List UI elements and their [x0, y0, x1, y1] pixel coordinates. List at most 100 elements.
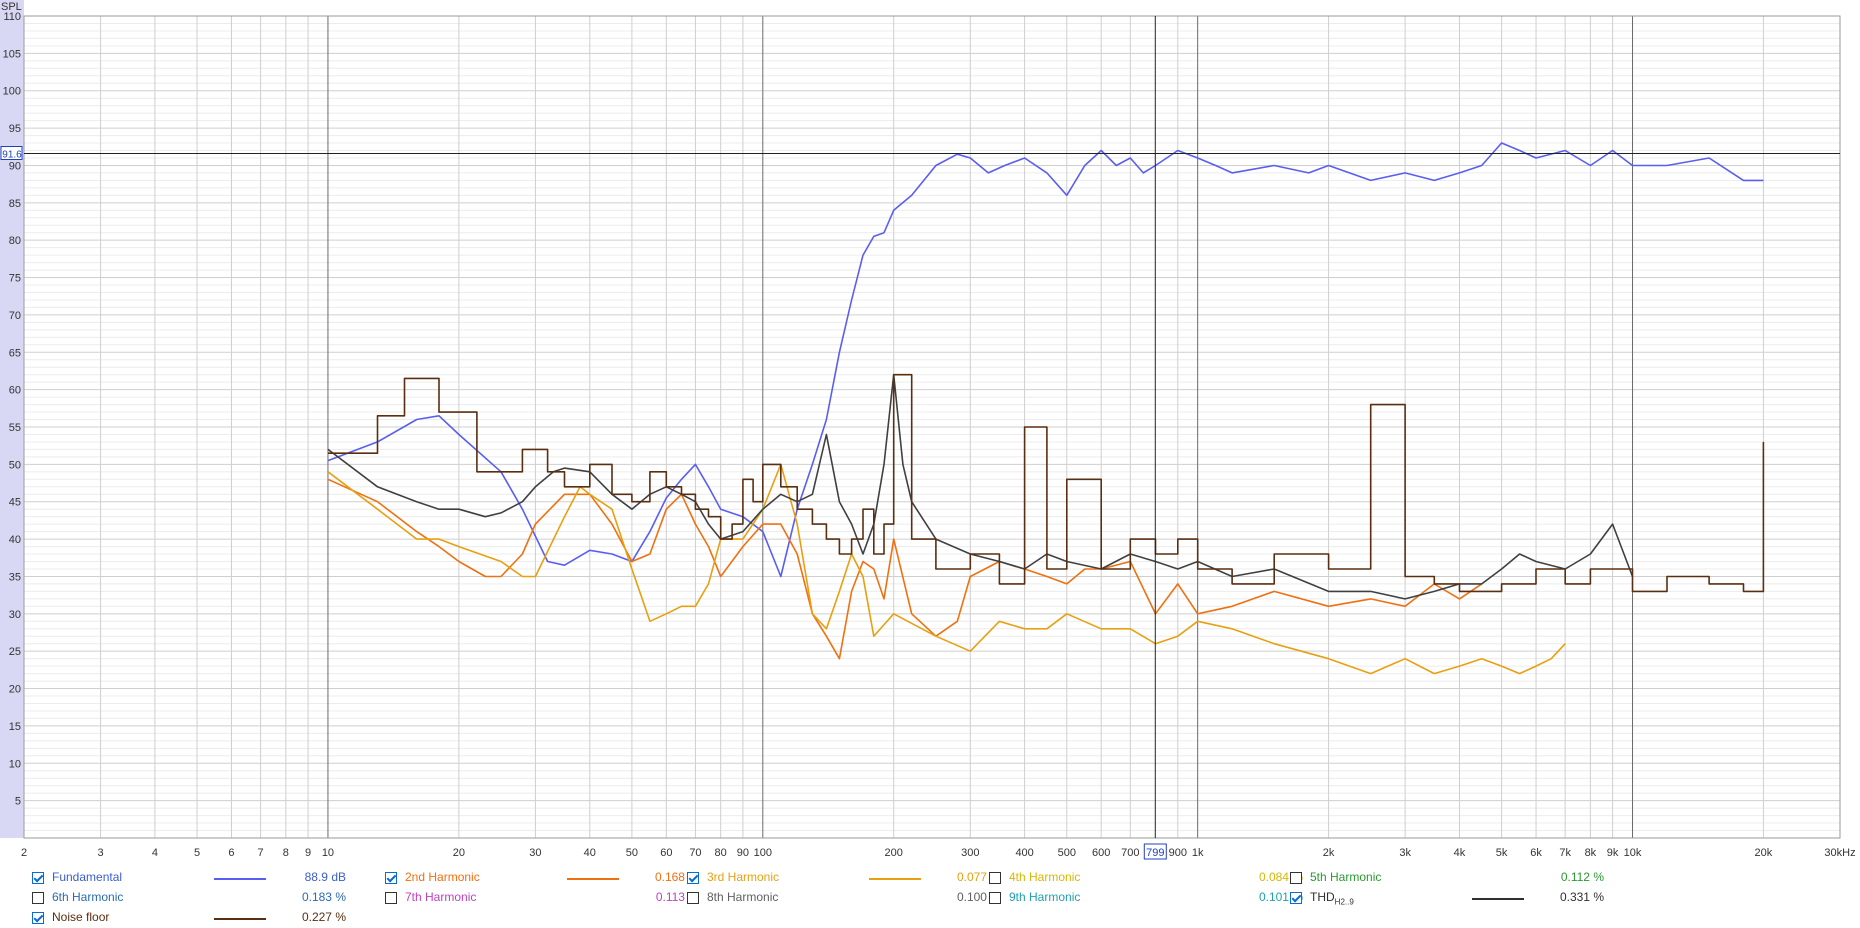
legend-checkbox[interactable]	[32, 892, 44, 904]
legend-item-5th-harmonic[interactable]: 5th Harmonic 0.112 %	[1282, 868, 1612, 888]
spl-chart[interactable]: 5101520253035404550556065707580859095100…	[0, 0, 1860, 868]
y-tick-label: 95	[9, 123, 21, 135]
legend-value: 0.331 %	[1559, 890, 1604, 904]
legend-label-text: Fundamental	[52, 870, 123, 884]
x-tick-label: 6	[228, 847, 234, 859]
x-tick-label: 8	[283, 847, 289, 859]
x-tick-label: 90	[737, 847, 749, 859]
x-tick-label: 900	[1169, 847, 1187, 859]
legend-value: 88.9 dB	[304, 870, 346, 884]
legend-checkbox[interactable]	[1290, 892, 1302, 904]
cursor-y-box	[0, 145, 23, 160]
legend-item-thd[interactable]: THDH2..9 0.331 %	[1282, 888, 1612, 908]
legend-item-8th-harmonic[interactable]: 8th Harmonic 0.100 %	[679, 888, 1009, 908]
legend-label: THDH2..9	[1310, 890, 1354, 906]
legend-label-text: THD	[1310, 890, 1335, 904]
x-tick-label: 600	[1092, 847, 1110, 859]
y-tick-label: 90	[9, 160, 21, 172]
legend-label: 8th Harmonic	[707, 890, 778, 904]
legend-label: 3rd Harmonic	[707, 870, 779, 884]
y-tick-label: 45	[9, 497, 21, 509]
legend-checkbox[interactable]	[1290, 872, 1302, 884]
legend-checkbox[interactable]	[989, 872, 1001, 884]
y-tick-label: 85	[9, 198, 21, 210]
legend-label-text: 2nd Harmonic	[405, 870, 480, 884]
x-tick-label: 300	[961, 847, 979, 859]
legend-checkbox[interactable]	[989, 892, 1001, 904]
legend-label: 9th Harmonic	[1009, 890, 1080, 904]
x-tick-label: 400	[1015, 847, 1033, 859]
y-tick-label: 65	[9, 347, 21, 359]
y-axis-title: SPL	[1, 1, 22, 13]
series-line-thd-h2-9	[327, 373, 1634, 600]
cursor: 91.6 799	[0, 16, 1840, 860]
legend-checkbox[interactable]	[385, 892, 397, 904]
legend-checkbox[interactable]	[32, 872, 44, 884]
legend-label-text: 8th Harmonic	[707, 890, 779, 904]
legend-checkbox[interactable]	[32, 912, 44, 924]
y-tick-label: 40	[9, 534, 21, 546]
legend-label-text: 7th Harmonic	[405, 890, 477, 904]
y-tick-label: 60	[9, 385, 21, 397]
y-tick-label: 80	[9, 235, 21, 247]
x-tick-label: 500	[1058, 847, 1076, 859]
legend-row: Fundamental 88.9 dB 2nd Harmonic 0.168 % 3rd…	[24, 868, 1860, 888]
x-tick-label: 10k	[1624, 847, 1642, 859]
legend-label: 5th Harmonic	[1310, 870, 1381, 884]
x-tick-label: 7k	[1559, 847, 1571, 859]
x-tick-label: 10	[322, 847, 334, 859]
legend-swatch	[567, 878, 619, 880]
legend-label: 7th Harmonic	[405, 890, 476, 904]
x-tick-label: 2k	[1323, 847, 1335, 859]
legend-item-noise-floor[interactable]: Noise floor 0.227 %	[24, 908, 354, 928]
series-line-3rd-harmonic	[327, 463, 1566, 675]
x-tick-label: 200	[885, 847, 903, 859]
legend-item-7th-harmonic[interactable]: 7th Harmonic 0.113 %	[377, 888, 707, 908]
x-tick-label: 80	[715, 847, 727, 859]
legend-item-fundamental[interactable]: Fundamental 88.9 dB	[24, 868, 354, 888]
legend-row: Noise floor 0.227 %	[24, 908, 1860, 928]
legend-label-text: 4th Harmonic	[1009, 870, 1081, 884]
legend-item-4th-harmonic[interactable]: 4th Harmonic 0.084 %	[981, 868, 1311, 888]
legend: Fundamental 88.9 dB 2nd Harmonic 0.168 % 3rd…	[24, 868, 1860, 928]
legend-item-3rd-harmonic[interactable]: 3rd Harmonic 0.077 %	[679, 868, 1009, 888]
x-tick-label: 100	[754, 847, 772, 859]
x-tick-label: 700	[1121, 847, 1139, 859]
y-tick-label: 75	[9, 273, 21, 285]
y-tick-labels: 5 10 15 20 25 30 35 40 45 50 55 60 65 70 75 80 85 90 95 100…	[3, 11, 21, 808]
x-tick-label: 3	[98, 847, 104, 859]
legend-item-9th-harmonic[interactable]: 9th Harmonic 0.101 %	[981, 888, 1311, 908]
y-tick-label: 35	[9, 571, 21, 583]
legend-checkbox[interactable]	[385, 872, 397, 884]
legend-item-2nd-harmonic[interactable]: 2nd Harmonic 0.168 %	[377, 868, 707, 888]
x-tick-label: 7	[258, 847, 264, 859]
legend-label: 2nd Harmonic	[405, 870, 480, 884]
x-tick-label: 30	[529, 847, 541, 859]
x-tick-label: 6k	[1530, 847, 1542, 859]
legend-swatch	[214, 918, 266, 920]
x-tick-label: 70	[689, 847, 701, 859]
legend-label: 4th Harmonic	[1009, 870, 1080, 884]
legend-label-text: 6th Harmonic	[52, 890, 124, 904]
x-tick-label: 1k	[1192, 847, 1204, 859]
legend-item-6th-harmonic[interactable]: 6th Harmonic 0.183 %	[24, 888, 354, 908]
legend-label-text: Noise floor	[52, 910, 110, 924]
y-tick-label: 100	[3, 86, 21, 98]
y-tick-label: 105	[3, 48, 21, 60]
series-line-fundamental	[327, 142, 1764, 578]
y-tick-label: 70	[9, 310, 21, 322]
x-tick-label: 5	[194, 847, 200, 859]
cursor-y-label: 91.6	[2, 149, 22, 160]
y-tick-label: 5	[15, 796, 21, 808]
legend-label: Fundamental	[52, 870, 122, 884]
legend-checkbox[interactable]	[687, 892, 699, 904]
legend-label-text: 5th Harmonic	[1310, 870, 1382, 884]
x-tick-label: 2	[21, 847, 27, 859]
legend-value: 0.227 %	[301, 910, 346, 924]
y-tick-label: 20	[9, 684, 21, 696]
legend-checkbox[interactable]	[687, 872, 699, 884]
x-tick-label: 5k	[1496, 847, 1508, 859]
legend-swatch	[1472, 898, 1524, 900]
x-tick-label: 8k	[1585, 847, 1597, 859]
series-group	[327, 142, 1765, 675]
